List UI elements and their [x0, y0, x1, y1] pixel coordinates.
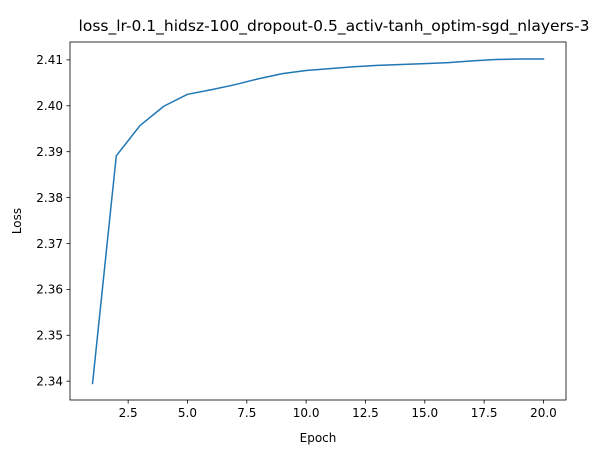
x-tick-label: 7.5	[237, 406, 256, 420]
y-tick-label: 2.38	[36, 191, 63, 205]
y-tick-label: 2.34	[36, 374, 63, 388]
x-tick-label: 2.5	[119, 406, 138, 420]
y-tick-label: 2.37	[36, 237, 63, 251]
x-tick-label: 10.0	[293, 406, 320, 420]
loss-series-line	[91, 58, 545, 385]
x-axis: 2.5 5.0 7.5 10.0 12.5 15.0 17.5 20.0	[119, 400, 557, 420]
y-axis-label: Loss	[10, 208, 24, 234]
x-tick-label: 5.0	[178, 406, 197, 420]
axes-frame	[69, 41, 567, 401]
x-tick-label: 17.5	[471, 406, 498, 420]
y-tick-label: 2.39	[36, 145, 63, 159]
y-tick-label: 2.36	[36, 283, 63, 297]
x-tick-label: 20.0	[530, 406, 557, 420]
y-axis: 2.34 2.35 2.36 2.37 2.38 2.39 2.40 2.41	[36, 53, 70, 388]
series-layer	[91, 58, 545, 385]
y-tick-label: 2.41	[36, 53, 63, 67]
x-tick-label: 15.0	[411, 406, 438, 420]
y-tick-label: 2.40	[36, 99, 63, 113]
x-tick-label: 12.5	[352, 406, 379, 420]
plot-area	[69, 41, 567, 401]
chart-title: loss_lr-0.1_hidsz-100_dropout-0.5_activ-…	[79, 17, 590, 36]
x-axis-label: Epoch	[300, 431, 337, 445]
y-tick-label: 2.35	[36, 329, 63, 343]
